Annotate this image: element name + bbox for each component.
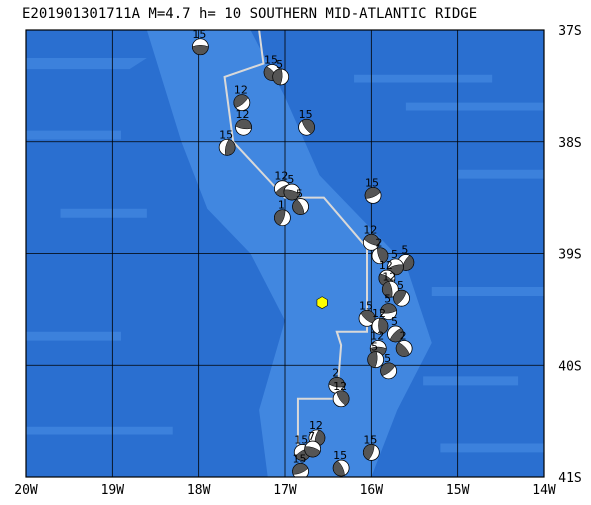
focal-mechanism-icon: 5: [367, 341, 385, 369]
focal-mechanism-icon: 2: [395, 329, 413, 357]
event-label: 15: [264, 53, 278, 66]
event-label: 15: [363, 433, 377, 446]
event-label: 12: [274, 170, 288, 183]
event-label: 5: [391, 248, 398, 261]
event-label: 15: [219, 128, 233, 141]
event-label: 12: [363, 223, 377, 236]
focal-mechanism-icon: 12: [235, 108, 252, 136]
event-label: 5: [384, 352, 391, 365]
focal-mechanism-icon: 5: [393, 279, 410, 307]
map-frame: [25, 29, 545, 478]
focal-mechanism-icon: 5: [272, 58, 290, 86]
event-label: 5: [397, 279, 404, 292]
shading-band: [354, 74, 493, 83]
focal-mechanism-icon: 5: [380, 293, 398, 321]
lon-tick-label: 17W: [273, 483, 297, 498]
shading-band: [60, 208, 147, 218]
event-label: 15: [299, 108, 313, 121]
lat-tick-label: 37S: [558, 24, 581, 39]
lon-tick-label: 16W: [360, 483, 384, 498]
focal-mechanism-icon: 15: [218, 128, 236, 156]
lon-tick-label: 19W: [101, 483, 125, 498]
event-label: 5: [371, 341, 378, 354]
focal-mechanism-icon: 15: [292, 452, 309, 477]
focal-mechanism-icon: 5: [380, 352, 398, 380]
lon-tick-label: 20W: [14, 483, 38, 498]
shading-band: [26, 331, 121, 341]
event-label: 12: [372, 307, 386, 320]
event-label: 5: [296, 188, 303, 201]
event-label: 12: [309, 419, 323, 432]
event-label: 12: [370, 329, 384, 342]
focal-mechanism-icon: 5: [397, 243, 415, 271]
lat-tick-label: 41S: [558, 471, 581, 486]
event-label: 15: [293, 452, 307, 465]
shading-band: [440, 443, 544, 453]
focal-mechanism-icon: 5: [387, 315, 404, 343]
event-label: 5: [401, 243, 408, 256]
focal-mechanism-icon: 12: [371, 307, 389, 335]
event-label: 2: [400, 329, 407, 342]
focal-mechanism-icon: 7: [304, 430, 322, 458]
lon-tick-label: 15W: [446, 483, 470, 498]
shading-band: [26, 426, 173, 435]
event-label: 15: [359, 299, 373, 312]
focal-mechanism-icon: 15: [358, 299, 376, 327]
lat-tick-label: 40S: [558, 359, 581, 374]
focal-mechanism-icon: 1: [274, 199, 291, 227]
event-label: 1: [278, 199, 285, 212]
focal-mechanism-icon: 15: [364, 176, 382, 204]
focal-mechanism-icon: 5: [283, 173, 301, 201]
event-label: 12: [382, 270, 396, 283]
event-label: 12: [333, 380, 347, 393]
event-label: 5: [287, 173, 294, 186]
event-label: 5: [384, 293, 391, 306]
shading-band: [26, 130, 121, 140]
focal-mechanism-icon: 5: [292, 188, 309, 215]
shading-band: [26, 57, 147, 70]
focal-mechanism-icon: 15: [332, 449, 350, 477]
event-label: 15: [365, 176, 379, 189]
shading-band: [423, 376, 519, 386]
focal-mechanism-icon: 15: [191, 28, 209, 56]
lat-tick-label: 39S: [558, 248, 581, 263]
event-label: 12: [236, 108, 250, 121]
event-label: 15: [192, 28, 206, 41]
focal-mechanism-icon: 15: [298, 108, 315, 136]
epicenter-hexagon-icon: [316, 296, 328, 310]
event-label: 15: [333, 449, 347, 462]
shading-band: [405, 102, 544, 111]
event-label: 2: [375, 237, 382, 250]
event-label: 5: [391, 315, 398, 328]
event-label: 12: [379, 259, 393, 272]
event-label: 5: [276, 58, 283, 71]
focal-mechanism-icon: 15: [362, 433, 380, 461]
axis-tick-labels: 20W 19W 18W 17W 16W 15W 14W 37S 38S 39S 40S 41S: [14, 24, 581, 498]
focal-mechanism-icon: 2: [371, 237, 389, 265]
focal-mechanism-icon: 12: [332, 380, 350, 408]
shading-band: [457, 169, 544, 179]
shading-band: [431, 287, 544, 296]
focal-mechanism-icon: 12: [362, 223, 380, 251]
event-label: 7: [308, 430, 315, 443]
event-label: 12: [234, 84, 248, 97]
focal-mechanism-icon: 12: [381, 270, 399, 298]
map-title: E201901301711A M=4.7 h= 10 SOUTHERN MID-…: [22, 6, 478, 22]
event-label: 15: [294, 433, 308, 446]
event-label: 2: [332, 366, 339, 379]
focal-mechanism-icon: 12: [308, 419, 326, 447]
lon-tick-label: 18W: [187, 483, 211, 498]
lat-tick-label: 38S: [558, 136, 581, 151]
focal-mechanism-icon: 12: [233, 84, 251, 112]
lon-tick-label: 14W: [532, 483, 556, 498]
